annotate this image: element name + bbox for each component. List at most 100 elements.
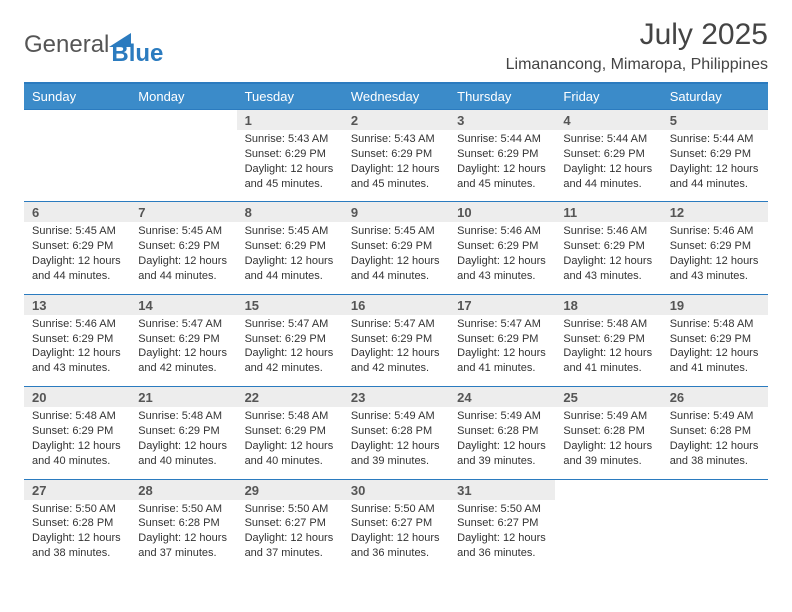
day-sunrise: Sunrise: 5:47 AM [457,317,547,332]
day-sunset: Sunset: 6:29 PM [351,147,441,162]
day-sunrise: Sunrise: 5:49 AM [351,409,441,424]
day-daylight2: and 44 minutes. [670,177,760,192]
calendar-body: 12345Sunrise: 5:43 AMSunset: 6:29 PMDayl… [24,110,768,571]
day-sunset: Sunset: 6:27 PM [457,516,547,531]
day-sunrise: Sunrise: 5:48 AM [563,317,653,332]
day-detail-cell: Sunrise: 5:49 AMSunset: 6:28 PMDaylight:… [343,407,449,479]
dow-header: Tuesday [237,83,343,110]
day-daylight2: and 40 minutes. [138,454,228,469]
day-sunset: Sunset: 6:29 PM [245,424,335,439]
day-sunset: Sunset: 6:28 PM [563,424,653,439]
day-daylight2: and 45 minutes. [245,177,335,192]
day-sunrise: Sunrise: 5:45 AM [138,224,228,239]
day-daylight2: and 42 minutes. [138,361,228,376]
day-sunrise: Sunrise: 5:50 AM [351,502,441,517]
day-daylight2: and 41 minutes. [670,361,760,376]
day-daylight2: and 43 minutes. [563,269,653,284]
day-number-cell: 5 [662,110,768,131]
day-number-cell: 3 [449,110,555,131]
day-detail-row: Sunrise: 5:50 AMSunset: 6:28 PMDaylight:… [24,500,768,571]
day-sunset: Sunset: 6:29 PM [245,147,335,162]
day-detail-cell: Sunrise: 5:46 AMSunset: 6:29 PMDaylight:… [662,222,768,294]
day-number-cell [662,479,768,500]
day-number-cell: 10 [449,202,555,223]
day-sunset: Sunset: 6:29 PM [245,239,335,254]
day-sunrise: Sunrise: 5:50 AM [245,502,335,517]
day-daylight2: and 43 minutes. [457,269,547,284]
day-sunset: Sunset: 6:27 PM [351,516,441,531]
day-daylight1: Daylight: 12 hours [245,531,335,546]
day-number-cell: 16 [343,294,449,315]
day-sunrise: Sunrise: 5:49 AM [457,409,547,424]
day-number-cell: 9 [343,202,449,223]
day-sunrise: Sunrise: 5:50 AM [457,502,547,517]
day-number-cell: 1 [237,110,343,131]
day-daylight1: Daylight: 12 hours [32,439,122,454]
day-daylight2: and 40 minutes. [32,454,122,469]
day-detail-cell: Sunrise: 5:49 AMSunset: 6:28 PMDaylight:… [555,407,661,479]
day-number-cell: 27 [24,479,130,500]
day-daylight1: Daylight: 12 hours [245,346,335,361]
day-number-cell: 26 [662,387,768,408]
day-number-cell: 6 [24,202,130,223]
day-daylight1: Daylight: 12 hours [245,439,335,454]
day-daylight1: Daylight: 12 hours [138,346,228,361]
day-detail-cell [555,500,661,571]
day-detail-cell: Sunrise: 5:48 AMSunset: 6:29 PMDaylight:… [662,315,768,387]
day-detail-cell: Sunrise: 5:47 AMSunset: 6:29 PMDaylight:… [237,315,343,387]
day-sunrise: Sunrise: 5:50 AM [138,502,228,517]
day-detail-cell: Sunrise: 5:45 AMSunset: 6:29 PMDaylight:… [24,222,130,294]
day-detail-cell: Sunrise: 5:48 AMSunset: 6:29 PMDaylight:… [24,407,130,479]
day-sunset: Sunset: 6:27 PM [245,516,335,531]
day-daylight2: and 44 minutes. [351,269,441,284]
day-daylight2: and 42 minutes. [351,361,441,376]
day-daylight1: Daylight: 12 hours [32,531,122,546]
day-sunrise: Sunrise: 5:43 AM [351,132,441,147]
day-sunset: Sunset: 6:29 PM [670,239,760,254]
day-daylight2: and 39 minutes. [563,454,653,469]
day-number-cell: 15 [237,294,343,315]
day-number-cell: 24 [449,387,555,408]
day-detail-cell [130,130,236,202]
day-daylight2: and 39 minutes. [457,454,547,469]
day-sunset: Sunset: 6:28 PM [351,424,441,439]
brand-logo: General Blue [24,24,163,66]
day-sunrise: Sunrise: 5:47 AM [138,317,228,332]
day-daylight2: and 44 minutes. [138,269,228,284]
day-daylight1: Daylight: 12 hours [457,162,547,177]
day-sunset: Sunset: 6:29 PM [32,239,122,254]
day-detail-cell: Sunrise: 5:44 AMSunset: 6:29 PMDaylight:… [555,130,661,202]
day-detail-cell: Sunrise: 5:49 AMSunset: 6:28 PMDaylight:… [449,407,555,479]
day-detail-cell: Sunrise: 5:43 AMSunset: 6:29 PMDaylight:… [237,130,343,202]
day-detail-row: Sunrise: 5:46 AMSunset: 6:29 PMDaylight:… [24,315,768,387]
day-number-cell: 29 [237,479,343,500]
day-sunrise: Sunrise: 5:49 AM [563,409,653,424]
day-daylight2: and 43 minutes. [32,361,122,376]
day-sunset: Sunset: 6:29 PM [351,239,441,254]
day-sunrise: Sunrise: 5:46 AM [32,317,122,332]
day-daylight1: Daylight: 12 hours [138,531,228,546]
day-daylight1: Daylight: 12 hours [351,346,441,361]
day-number-cell: 12 [662,202,768,223]
day-sunrise: Sunrise: 5:44 AM [563,132,653,147]
day-daylight2: and 39 minutes. [351,454,441,469]
day-sunrise: Sunrise: 5:47 AM [351,317,441,332]
day-detail-cell: Sunrise: 5:50 AMSunset: 6:28 PMDaylight:… [24,500,130,571]
day-sunrise: Sunrise: 5:45 AM [245,224,335,239]
day-number-row: 2728293031 [24,479,768,500]
day-detail-cell: Sunrise: 5:46 AMSunset: 6:29 PMDaylight:… [449,222,555,294]
day-sunset: Sunset: 6:29 PM [457,239,547,254]
day-detail-cell: Sunrise: 5:45 AMSunset: 6:29 PMDaylight:… [130,222,236,294]
day-daylight1: Daylight: 12 hours [563,346,653,361]
day-sunset: Sunset: 6:29 PM [138,332,228,347]
day-detail-cell: Sunrise: 5:48 AMSunset: 6:29 PMDaylight:… [237,407,343,479]
day-sunset: Sunset: 6:29 PM [32,332,122,347]
day-number-cell: 4 [555,110,661,131]
day-daylight1: Daylight: 12 hours [563,162,653,177]
day-sunrise: Sunrise: 5:49 AM [670,409,760,424]
day-number-cell: 17 [449,294,555,315]
day-sunrise: Sunrise: 5:44 AM [670,132,760,147]
day-detail-cell: Sunrise: 5:43 AMSunset: 6:29 PMDaylight:… [343,130,449,202]
day-sunrise: Sunrise: 5:43 AM [245,132,335,147]
day-detail-row: Sunrise: 5:43 AMSunset: 6:29 PMDaylight:… [24,130,768,202]
